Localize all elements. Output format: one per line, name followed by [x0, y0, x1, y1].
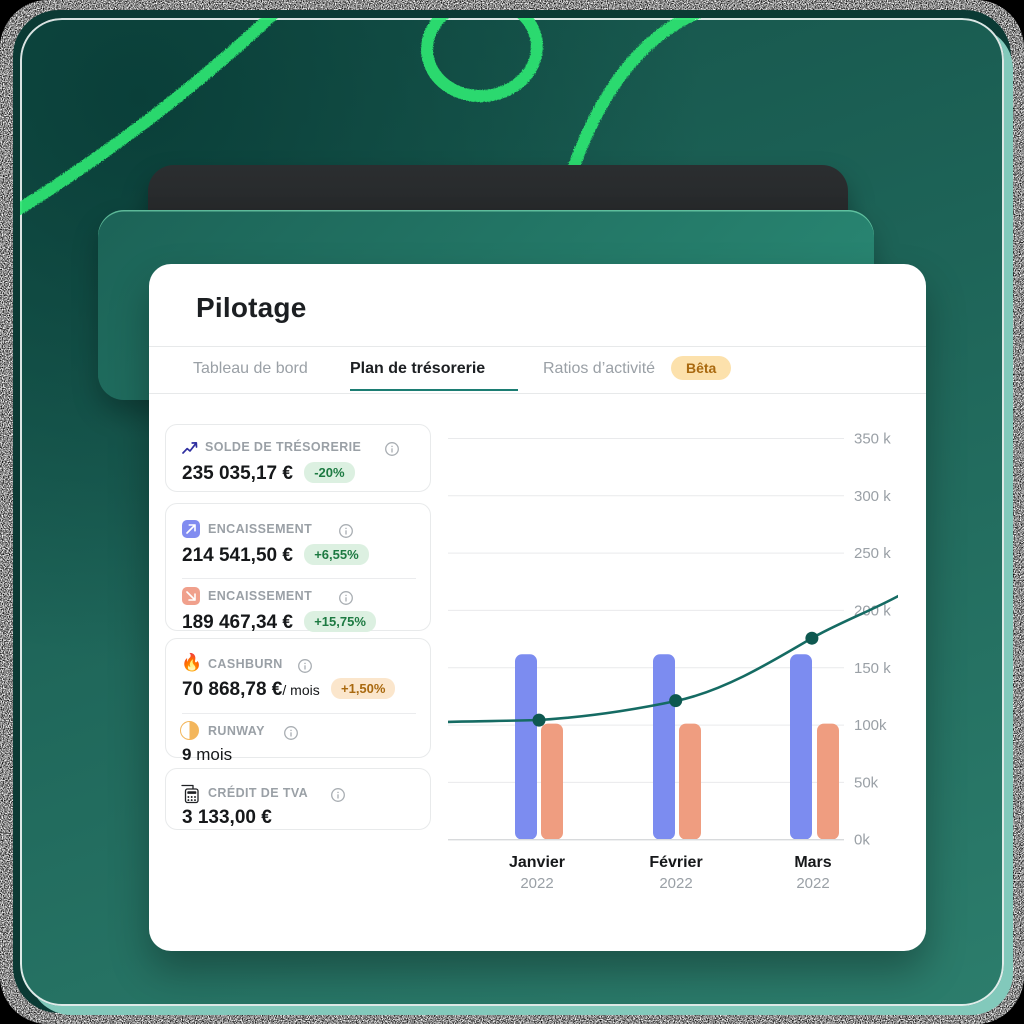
- svg-text:300 k: 300 k: [854, 488, 891, 505]
- svg-text:2022: 2022: [796, 875, 829, 892]
- svg-text:Janvier: Janvier: [509, 854, 565, 871]
- svg-text:200 k: 200 k: [854, 602, 891, 619]
- svg-text:0k: 0k: [854, 832, 870, 849]
- svg-text:250 k: 250 k: [854, 545, 891, 562]
- svg-text:150 k: 150 k: [854, 660, 891, 677]
- svg-text:50k: 50k: [854, 774, 879, 791]
- svg-text:Février: Février: [649, 854, 702, 871]
- svg-text:100k: 100k: [854, 717, 887, 734]
- svg-text:2022: 2022: [520, 875, 553, 892]
- svg-text:Mars: Mars: [794, 854, 831, 871]
- svg-text:350 k: 350 k: [854, 431, 891, 448]
- svg-text:2022: 2022: [659, 875, 692, 892]
